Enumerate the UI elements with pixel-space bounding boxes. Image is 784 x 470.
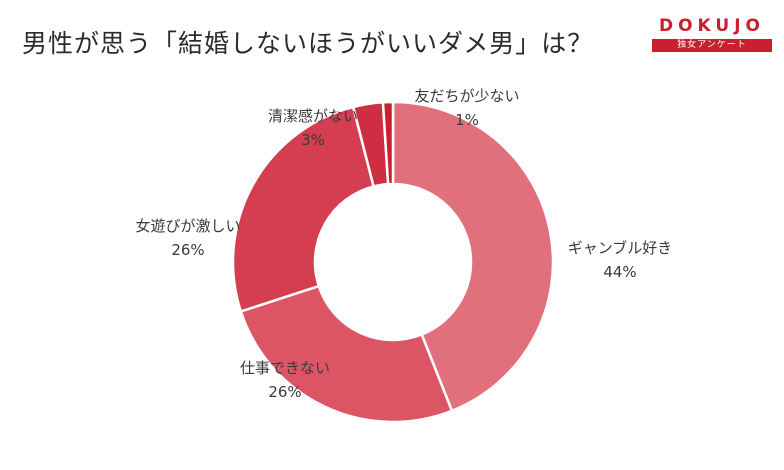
logo-tagline: 独女アンケート [652, 39, 772, 52]
slice-label-work: 仕事できない 26% [220, 356, 350, 404]
slice-value-cleanliness: 3% [301, 131, 325, 149]
slice-label-friends: 友だちが少ない 1% [392, 84, 542, 132]
slice-value-womanizing: 26% [171, 241, 205, 259]
slice-value-work: 26% [268, 383, 302, 401]
slice-label-gambling: ギャンブル好き 44% [555, 236, 685, 284]
dokujo-logo: DOKUJO 独女アンケート [650, 16, 774, 56]
slice-work [239, 284, 454, 424]
logo-wordmark: DOKUJO [658, 16, 766, 36]
slice-friends [381, 100, 395, 186]
slice-gambling [391, 100, 555, 413]
slice-name-work: 仕事できない [239, 359, 330, 377]
slice-name-friends: 友だちが少ない [414, 87, 520, 105]
slice-name-gambling: ギャンブル好き [567, 239, 673, 257]
slice-label-womanizing: 女遊びが激しい 26% [118, 214, 258, 262]
chart-title: 男性が思う「結婚しないほうがいいダメ男」は？ [22, 29, 594, 58]
slice-name-womanizing: 女遊びが激しい [135, 217, 241, 235]
slice-womanizing [231, 105, 376, 314]
slice-label-cleanliness: 清潔感がない 3% [248, 104, 378, 152]
slice-name-cleanliness: 清潔感がない [267, 107, 358, 125]
slice-value-friends: 1% [455, 111, 479, 129]
slice-value-gambling: 44% [603, 263, 637, 281]
